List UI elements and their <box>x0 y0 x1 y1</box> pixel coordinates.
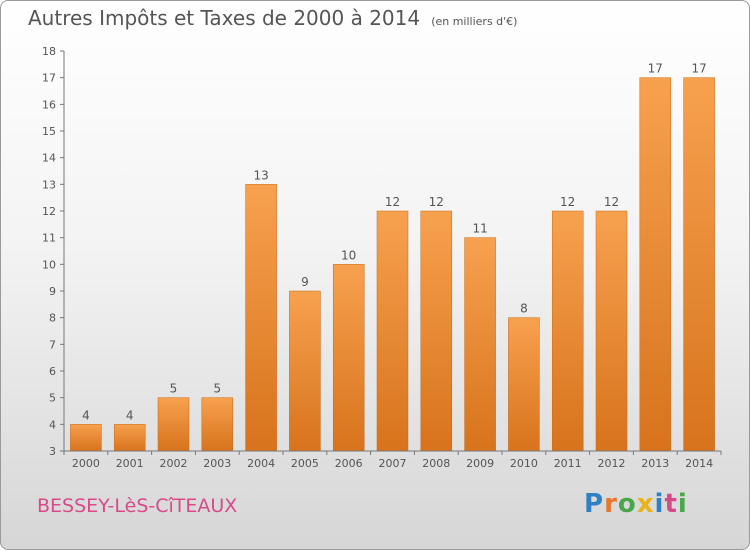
x-tick-label: 2011 <box>554 457 582 470</box>
chart-title: Autres Impôts et Taxes de 2000 à 2014 (e… <box>28 6 517 30</box>
bar <box>464 237 496 452</box>
y-tick-label: 7 <box>49 338 56 351</box>
y-tick-label: 9 <box>49 285 56 298</box>
bar <box>683 77 715 452</box>
bar <box>376 210 409 452</box>
y-tick-label: 13 <box>42 178 56 191</box>
chart-title-main: Autres Impôts et Taxes de 2000 à 2014 <box>28 6 421 30</box>
bar-value-label: 17 <box>648 62 663 76</box>
y-tick-label: 17 <box>42 72 56 85</box>
x-tick-label: 2009 <box>466 457 494 470</box>
y-tick-label: 5 <box>49 392 56 405</box>
bar <box>289 290 321 452</box>
logo-letter: P <box>584 489 605 519</box>
x-tick-label: 2008 <box>422 457 450 470</box>
bar-value-label: 11 <box>472 222 487 236</box>
logo-letter: t <box>664 489 678 519</box>
logo-letter: r <box>604 489 618 519</box>
y-tick-label: 10 <box>42 258 56 271</box>
bar-value-label: 13 <box>253 168 268 182</box>
bar <box>332 264 365 452</box>
x-tick-label: 2002 <box>160 457 188 470</box>
proxiti-logo: Proxiti <box>584 489 688 519</box>
bar-value-label: 12 <box>604 195 619 209</box>
x-tick-label: 2014 <box>685 457 713 470</box>
x-tick-label: 2000 <box>72 457 100 470</box>
x-tick-label: 2010 <box>510 457 538 470</box>
bar-value-label: 9 <box>301 275 309 289</box>
bar <box>245 184 277 452</box>
bar <box>508 317 540 452</box>
x-tick-label: 2012 <box>598 457 626 470</box>
x-tick-label: 2013 <box>641 457 669 470</box>
x-tick-label: 2001 <box>116 457 144 470</box>
bar-value-label: 17 <box>691 62 706 76</box>
bar-value-label: 12 <box>429 195 444 209</box>
city-name: BESSEY-LèS-CîTEAUX <box>37 495 238 517</box>
y-tick-label: 11 <box>42 232 56 245</box>
logo-letter: i <box>654 489 665 519</box>
x-tick-label: 2005 <box>291 457 319 470</box>
bar-value-label: 4 <box>82 408 90 422</box>
y-tick-label: 12 <box>42 205 56 218</box>
bar-value-label: 12 <box>560 195 575 209</box>
bar-value-label: 12 <box>385 195 400 209</box>
y-tick-label: 14 <box>42 152 56 165</box>
bar <box>70 424 102 452</box>
bar <box>113 424 146 452</box>
bar-value-label: 10 <box>341 248 356 262</box>
bar-value-label: 5 <box>170 382 178 396</box>
y-tick-label: 18 <box>42 45 56 58</box>
logo-letter: x <box>636 489 655 519</box>
bar <box>595 210 628 452</box>
x-tick-label: 2004 <box>247 457 275 470</box>
logo-letter: i <box>677 489 688 519</box>
x-tick-label: 2007 <box>379 457 407 470</box>
bar <box>157 397 190 452</box>
y-tick-label: 15 <box>42 125 56 138</box>
y-tick-label: 4 <box>49 418 56 431</box>
bar <box>201 397 234 452</box>
y-tick-label: 16 <box>42 98 56 111</box>
bar-value-label: 5 <box>213 382 221 396</box>
logo-letter: o <box>617 489 637 519</box>
chart-title-unit: (en milliers d'€) <box>431 15 518 28</box>
bar-value-label: 8 <box>520 302 528 316</box>
x-tick-label: 2006 <box>335 457 363 470</box>
bar-value-label: 4 <box>126 408 134 422</box>
y-tick-label: 6 <box>49 365 56 378</box>
bar <box>639 77 672 452</box>
y-tick-label: 3 <box>49 445 56 458</box>
bar <box>420 210 453 452</box>
x-tick-label: 2003 <box>203 457 231 470</box>
y-tick-label: 8 <box>49 312 56 325</box>
bar <box>551 210 584 452</box>
